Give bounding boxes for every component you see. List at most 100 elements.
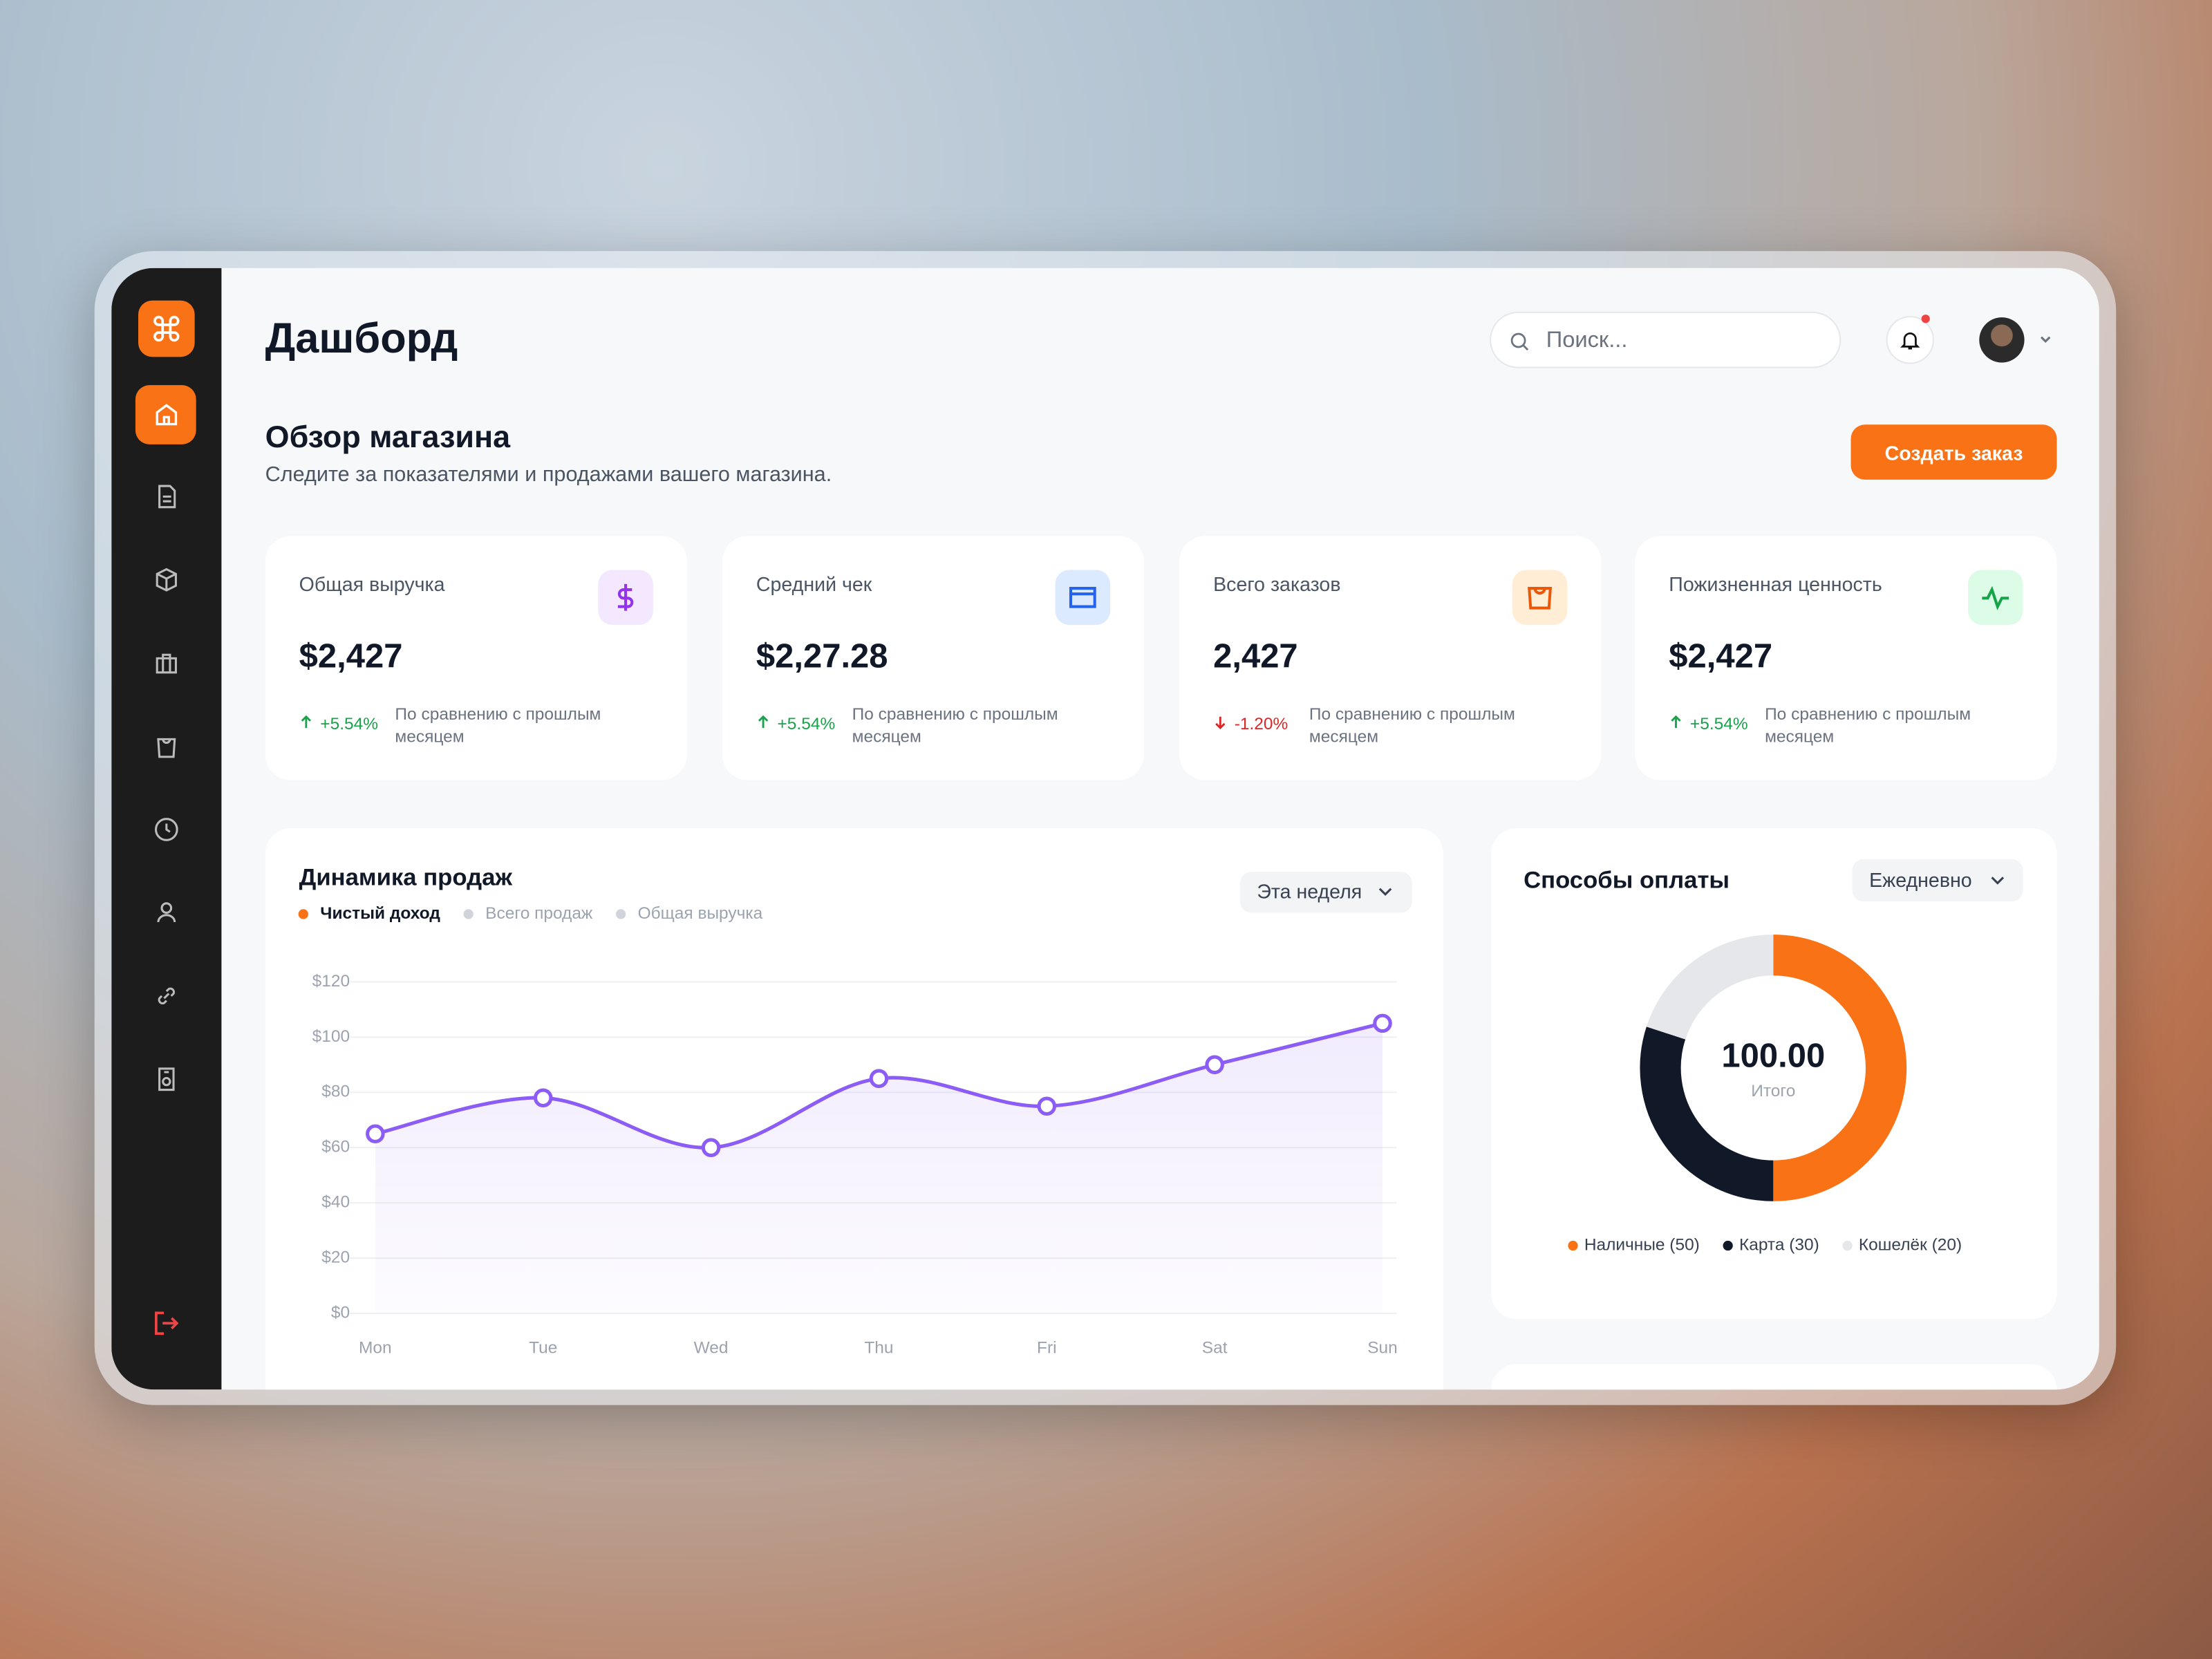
x-tick-label: Wed [694,1338,729,1357]
legend-label: Общая выручка [638,904,763,923]
change-value: +5.54% [320,713,379,734]
change-value: -1.20% [1234,713,1288,734]
stat-value: $2,27.28 [756,637,888,676]
stat-value: $2,427 [299,637,403,676]
avatar-chevron[interactable] [2038,333,2052,347]
nav-item[interactable] [135,883,196,943]
x-tick-label: Sat [1202,1338,1228,1357]
nav-item[interactable] [135,1049,196,1109]
stat-card: Пожизненная ценность $2,427 +5.54% По сравн… [1635,536,2057,780]
stat-note: По сравнению с прошлым месяцем [1309,704,1515,747]
chevron [1991,877,2005,885]
logo[interactable] [138,300,195,357]
avatar[interactable] [1979,317,2025,363]
section-title: Обзор магазина [265,419,511,455]
donut-total-label: Итого [1751,1082,1795,1100]
x-tick-label: Tue [529,1338,557,1357]
search-box[interactable]: Поиск... [1490,312,1841,368]
section-subtitle: Следите за показателями и продажами ваше… [265,462,832,487]
legend-dot [1723,1240,1733,1251]
donut-segment [1772,935,1907,1201]
change-value: +5.54% [1689,713,1748,734]
trend-arrow [1671,715,1681,729]
y-tick-label: $60 [321,1138,350,1156]
stat-value: $2,427 [1669,637,1773,676]
x-tick-label: Thu [864,1338,893,1357]
nav-home[interactable] [135,385,196,444]
period-dropdown[interactable] [1852,859,2023,902]
stat-card: Общая выручка $2,427 +5.54% По сравнению с … [265,536,687,780]
stat-label: Всего заказов [1213,572,1341,596]
stat-label: Средний чек [756,572,872,596]
x-tick-label: Fri [1037,1338,1057,1357]
stat-value: 2,427 [1213,637,1298,676]
nav-item[interactable] [135,717,196,776]
legend-dot [298,909,308,919]
nav-item[interactable] [135,550,196,610]
stat-icon [598,570,653,626]
create-order-button[interactable]: Создать заказ [1850,424,2057,480]
data-point [1373,1013,1392,1033]
stat-change: +5.54% [299,713,379,734]
stat-card: Всего заказов 2,427 -1.20% По сравнению с п… [1179,536,1602,780]
data-point [1037,1096,1057,1116]
legend-label: Наличные (50) [1584,1236,1700,1255]
charts: Динамика продаж Эта неделя Способы оплат… [298,859,2023,1357]
period-dropdown[interactable] [1239,872,1412,913]
period-label: Эта неделя [1257,881,1362,903]
stat-note: По сравнению с прошлым месяцем [1765,704,1971,747]
notifications[interactable] [1886,315,1934,364]
y-tick-label: $40 [321,1193,350,1212]
stat-note: По сравнению с прошлым месяцем [852,704,1058,747]
x-tick-label: Mon [359,1338,392,1357]
legend-label: Чистый доход [320,904,440,923]
change-value: +5.54% [777,713,836,734]
y-tick-label: $0 [331,1303,350,1322]
stat-change: -1.20% [1213,713,1288,734]
nav-item[interactable] [135,467,196,527]
stat-change: +5.54% [756,713,836,734]
stat-icon [1967,570,2023,626]
stat-icon [1055,570,1111,626]
dashboard: Дашборд Поиск... Обзор магазина Следите … [111,268,2099,1390]
legend-dot [615,909,626,919]
stat-change: +5.54% [1669,713,1748,734]
x-tick-label: Sun [1367,1338,1398,1357]
data-point [533,1088,553,1108]
stat-card: Средний чек $2,27.28 +5.54% По сравнению с … [722,536,1145,780]
legend-label: Кошелёк (20) [1859,1236,1962,1255]
payment-card [1491,827,2057,1320]
legend-label: Карта (30) [1739,1236,1819,1255]
sidebar [111,268,222,1390]
stat-label: Пожизненная ценность [1669,572,1882,596]
donut-total: 100.00 [1721,1038,1825,1075]
notification-dot [1921,315,1930,324]
trend-arrow [1215,716,1226,730]
data-point [1205,1055,1224,1075]
stat-icon [1512,570,1568,626]
nav-item[interactable] [135,800,196,859]
nav-logout[interactable] [135,1293,196,1353]
legend-dot [463,909,474,919]
legend-dot [1568,1240,1578,1251]
data-point [701,1138,721,1157]
chevron [1378,888,1392,897]
legend-dot [1842,1240,1853,1251]
next-card [1491,1364,2057,1390]
stat-note: По сравнению с прошлым месяцем [395,704,601,747]
chart-title: Динамика продаж [299,865,513,891]
page-title: Дашборд [265,316,458,363]
nav-item[interactable] [135,633,196,693]
data-point [869,1069,889,1089]
legend-label: Всего продаж [485,904,593,923]
nav-item[interactable] [135,966,196,1026]
y-tick-label: $80 [321,1082,350,1101]
search-placeholder: Поиск... [1546,328,1628,353]
line-area [375,1023,1383,1314]
y-tick-label: $20 [321,1248,350,1267]
donut-segment [1646,935,1774,1040]
donut-segment [1640,1027,1774,1201]
y-tick-label: $120 [312,972,350,991]
